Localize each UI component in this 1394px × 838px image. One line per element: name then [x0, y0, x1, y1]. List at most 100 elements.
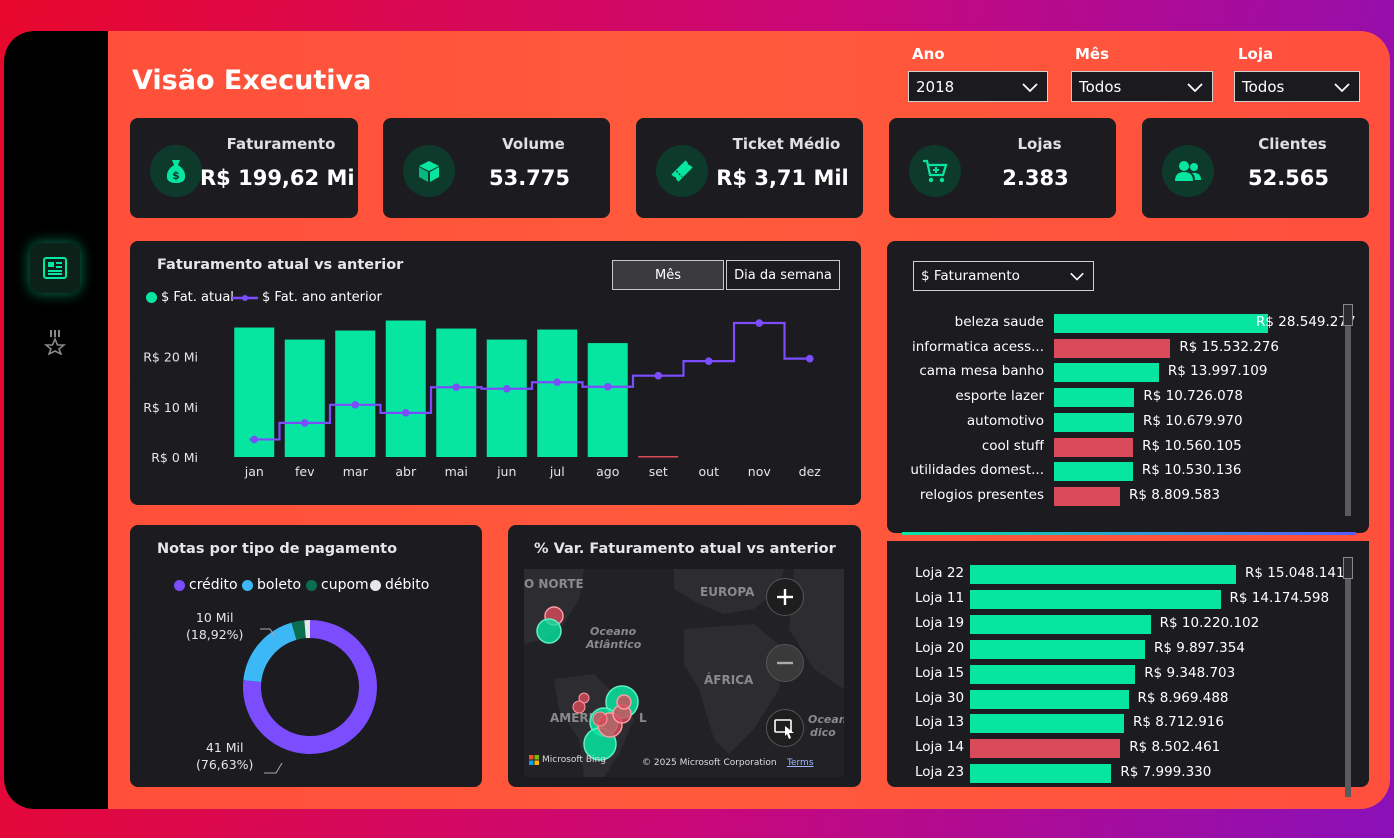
category-row-bar[interactable]	[1054, 338, 1171, 358]
category-row[interactable]: cool stuff R$ 10.560.105	[887, 435, 1347, 460]
x-tick-label: fev	[295, 464, 315, 479]
zoom-out-button[interactable]	[766, 644, 804, 682]
bar-current[interactable]	[486, 339, 527, 457]
donut-slice[interactable]	[243, 620, 377, 754]
store-row-bar[interactable]	[970, 664, 1136, 684]
donut-slice[interactable]	[291, 620, 307, 640]
store-row[interactable]: Loja 30 R$ 8.969.488	[887, 687, 1347, 712]
bar-current[interactable]	[587, 343, 628, 457]
payment-legend-item[interactable]: crédito	[174, 577, 238, 593]
bar-current[interactable]	[385, 320, 426, 457]
category-row-bar[interactable]	[1054, 412, 1135, 432]
filter-month-dropdown[interactable]: Todos	[1071, 71, 1213, 102]
category-row[interactable]: cama mesa banho R$ 13.997.109	[887, 360, 1347, 385]
category-row-bar[interactable]	[1054, 486, 1121, 506]
store-row-bar[interactable]	[970, 689, 1129, 709]
line-point[interactable]	[300, 419, 309, 427]
map-bubbles	[536, 606, 639, 761]
x-tick-label: jan	[244, 464, 264, 479]
payment-chart-title: Notas por tipo de pagamento	[157, 541, 398, 557]
store-row-bar[interactable]	[970, 739, 1121, 759]
line-point[interactable]	[351, 401, 360, 409]
category-row-bar[interactable]	[1054, 462, 1133, 482]
store-row[interactable]: Loja 11 R$ 14.174.598	[887, 587, 1347, 612]
category-row[interactable]: beleza saude R$ 28.549.277	[887, 311, 1356, 336]
category-row-value: R$ 10.679.970	[1143, 412, 1243, 429]
filter-store-dropdown[interactable]: Todos	[1234, 71, 1360, 102]
bar-current[interactable]	[234, 327, 275, 457]
bar-current[interactable]	[335, 330, 376, 457]
bing-label: Microsoft Bing	[542, 755, 606, 765]
line-point[interactable]	[603, 382, 612, 391]
svg-text:$: $	[172, 169, 180, 182]
line-point[interactable]	[250, 435, 259, 444]
line-point[interactable]	[401, 409, 410, 417]
store-row-value: R$ 8.969.488	[1137, 689, 1229, 706]
category-scrollbar[interactable]	[1345, 304, 1351, 516]
category-scroll-thumb[interactable]	[1343, 304, 1353, 326]
payment-legend-label: crédito	[189, 577, 238, 593]
map-terms-link[interactable]: Terms	[787, 758, 814, 768]
store-row[interactable]: Loja 13 R$ 8.712.916	[887, 711, 1347, 736]
store-row-bar[interactable]	[970, 639, 1145, 659]
category-row-bar[interactable]	[1054, 388, 1135, 408]
category-row[interactable]: automotivo R$ 10.679.970	[887, 410, 1347, 435]
line-point[interactable]	[704, 357, 713, 365]
payment-legend-label: cupom	[321, 577, 369, 593]
store-row-label: Loja 19	[915, 614, 965, 631]
store-row[interactable]: Loja 14 R$ 8.502.461	[887, 736, 1347, 761]
donut-slice[interactable]	[243, 622, 297, 683]
filter-month-value: Todos	[1079, 77, 1122, 96]
bar-current[interactable]	[537, 329, 578, 457]
line-point[interactable]	[654, 371, 663, 380]
store-row-bar[interactable]	[970, 714, 1124, 734]
category-ranking-panel: $ Faturamento beleza saude R$ 28.549.277 i…	[887, 241, 1369, 533]
bar-current[interactable]	[436, 328, 477, 457]
line-point[interactable]	[502, 384, 511, 393]
line-point[interactable]	[452, 383, 461, 392]
payment-legend-item[interactable]: boleto	[242, 577, 301, 593]
store-row[interactable]: Loja 19 R$ 10.220.102	[887, 612, 1347, 637]
metric-dropdown[interactable]: $ Faturamento	[913, 261, 1094, 291]
category-row-bar[interactable]	[1054, 437, 1134, 457]
store-scrollbar[interactable]	[1345, 557, 1351, 797]
world-map[interactable]: O NORTE Oceano Atlântico EUROPA ÁFRICA A…	[524, 569, 844, 777]
category-row-label: cool stuff	[981, 437, 1044, 454]
store-row-bar[interactable]	[970, 614, 1151, 634]
store-row[interactable]: Loja 23 R$ 7.999.330	[887, 761, 1347, 786]
toggle-month[interactable]: Mês	[612, 260, 724, 290]
store-row[interactable]: Loja 22 R$ 15.048.141	[887, 562, 1347, 587]
category-row[interactable]: relogios presentes R$ 8.809.583	[887, 484, 1347, 509]
line-point[interactable]	[805, 354, 814, 363]
select-area-button[interactable]	[766, 709, 804, 747]
filter-year-dropdown[interactable]: 2018	[908, 71, 1048, 102]
store-row[interactable]: Loja 20 R$ 9.897.354	[887, 637, 1347, 662]
store-row-value: R$ 9.348.703	[1144, 664, 1236, 681]
category-row-bar[interactable]	[1054, 363, 1159, 383]
chevron-down-icon	[1334, 83, 1350, 93]
bar-current[interactable]	[638, 456, 679, 458]
store-row-bar[interactable]	[970, 565, 1236, 584]
category-row[interactable]: utilidades domest... R$ 10.530.136	[887, 459, 1347, 484]
legend-dot	[174, 579, 185, 591]
toggle-weekday[interactable]: Dia da semana	[726, 260, 840, 290]
line-point[interactable]	[755, 319, 764, 327]
category-row[interactable]: esporte lazer R$ 10.726.078	[887, 385, 1347, 410]
payment-legend-item[interactable]: débito	[370, 577, 429, 593]
bar-current[interactable]	[284, 339, 325, 457]
divider	[902, 532, 1356, 535]
store-row-label: Loja 13	[915, 714, 965, 731]
line-point[interactable]	[553, 378, 562, 387]
payment-legend-item[interactable]: cupom	[306, 577, 369, 593]
store-row-bar[interactable]	[970, 589, 1221, 609]
store-row[interactable]: Loja 15 R$ 9.348.703	[887, 662, 1347, 687]
zoom-in-button[interactable]	[766, 578, 804, 616]
store-row-bar[interactable]	[970, 764, 1112, 784]
map-panel: % Var. Faturamento atual vs anterior O N…	[508, 525, 861, 787]
nav-ranking[interactable]	[30, 317, 80, 367]
category-row-label: beleza saude	[954, 314, 1044, 330]
nav-executive-view[interactable]	[30, 243, 80, 293]
category-row-bar[interactable]	[1054, 314, 1268, 333]
category-row[interactable]: informatica acess... R$ 15.532.276	[887, 336, 1347, 361]
store-scroll-thumb[interactable]	[1343, 557, 1353, 579]
